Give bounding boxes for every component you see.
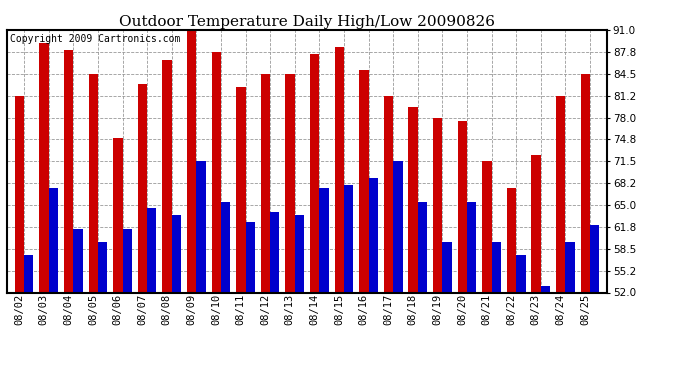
Bar (310, 54, 319, 292)
Bar (507, 188, 516, 292)
Bar (467, 202, 476, 292)
Bar (73, 228, 83, 292)
Bar (261, 74, 270, 292)
Bar (590, 225, 600, 292)
Bar (236, 87, 246, 292)
Bar (88, 74, 98, 292)
Bar (335, 47, 344, 292)
Bar (172, 215, 181, 292)
Bar (246, 222, 255, 292)
Bar (516, 255, 526, 292)
Bar (123, 228, 132, 292)
Bar (319, 188, 328, 292)
Bar (212, 51, 221, 292)
Bar (286, 74, 295, 292)
Bar (187, 30, 197, 292)
Text: Copyright 2009 Cartronics.com: Copyright 2009 Cartronics.com (10, 34, 180, 44)
Bar (295, 215, 304, 292)
Bar (197, 161, 206, 292)
Bar (433, 117, 442, 292)
Bar (457, 121, 467, 292)
Bar (147, 209, 157, 292)
Bar (565, 242, 575, 292)
Bar (368, 178, 378, 292)
Bar (393, 161, 402, 292)
Bar (138, 84, 147, 292)
Bar (541, 286, 550, 292)
Bar (344, 185, 353, 292)
Bar (482, 161, 491, 292)
Bar (14, 96, 24, 292)
Bar (162, 60, 172, 292)
Bar (531, 154, 541, 292)
Bar (64, 50, 73, 292)
Bar (221, 202, 230, 292)
Bar (113, 138, 123, 292)
Bar (359, 70, 368, 292)
Bar (270, 212, 279, 292)
Bar (442, 242, 452, 292)
Bar (98, 242, 107, 292)
Bar (556, 96, 565, 292)
Bar (39, 44, 49, 292)
Bar (580, 74, 590, 292)
Bar (384, 96, 393, 292)
Bar (49, 188, 58, 292)
Bar (408, 107, 417, 292)
Bar (24, 255, 34, 292)
Bar (417, 202, 427, 292)
Bar (491, 242, 501, 292)
Title: Outdoor Temperature Daily High/Low 20090826: Outdoor Temperature Daily High/Low 20090… (119, 15, 495, 29)
